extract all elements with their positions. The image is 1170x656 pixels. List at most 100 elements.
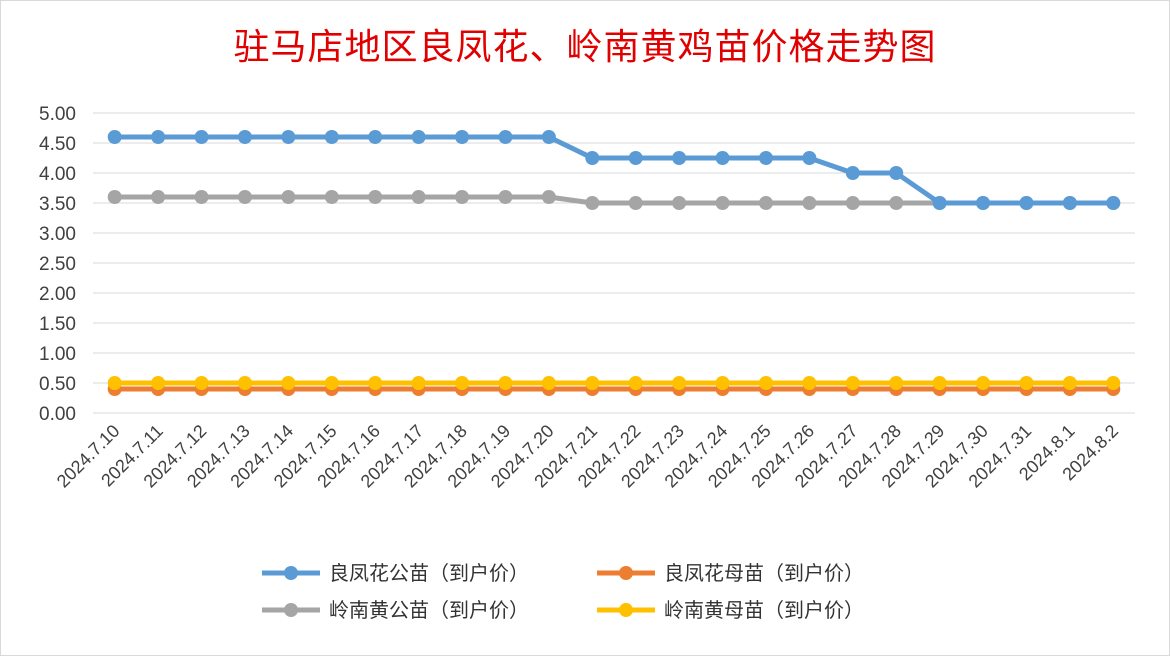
data-point: [541, 130, 556, 144]
data-point: [107, 190, 122, 204]
data-point: [455, 190, 470, 204]
data-point: [237, 190, 252, 204]
data-point: [628, 196, 643, 210]
data-point: [802, 196, 817, 210]
data-point: [628, 151, 643, 165]
data-point: [585, 151, 600, 165]
data-point: [932, 196, 947, 210]
x-axis-ticks: 2024.7.102024.7.112024.7.122024.7.132024…: [53, 421, 1122, 492]
data-point: [802, 151, 817, 165]
data-point: [411, 190, 426, 204]
data-point: [715, 196, 730, 210]
data-point: [1106, 196, 1121, 210]
data-point: [1062, 376, 1077, 390]
legend-item: 岭南黄母苗（到户价）: [597, 598, 864, 622]
legend-item: 良凤花公苗（到户价）: [262, 561, 529, 585]
data-point: [237, 376, 252, 390]
data-point: [194, 130, 209, 144]
data-point: [1062, 196, 1077, 210]
data-point: [976, 376, 991, 390]
data-point: [758, 376, 773, 390]
data-point: [845, 376, 860, 390]
y-tick-label: 0.00: [39, 404, 76, 425]
legend-marker: [619, 603, 633, 617]
y-tick-label: 4.00: [39, 164, 76, 185]
data-point: [324, 130, 339, 144]
data-point: [368, 190, 383, 204]
data-point: [889, 166, 904, 180]
gridlines: [93, 112, 1135, 414]
data-point: [411, 130, 426, 144]
data-point: [151, 130, 166, 144]
data-point: [628, 376, 643, 390]
data-point: [672, 376, 687, 390]
data-point: [889, 376, 904, 390]
data-point: [281, 130, 296, 144]
y-tick-label: 1.50: [39, 314, 76, 335]
series-group: [107, 130, 1121, 396]
data-point: [324, 190, 339, 204]
series-0: [107, 130, 1121, 210]
data-point: [1019, 196, 1034, 210]
data-point: [281, 190, 296, 204]
data-point: [715, 151, 730, 165]
data-point: [107, 376, 122, 390]
data-point: [498, 376, 513, 390]
data-point: [845, 196, 860, 210]
legend-marker: [619, 566, 633, 580]
data-point: [324, 376, 339, 390]
data-point: [194, 376, 209, 390]
data-point: [758, 151, 773, 165]
series-3: [107, 376, 1121, 390]
data-point: [541, 376, 556, 390]
legend-marker: [284, 566, 298, 580]
legend: 良凤花公苗（到户价） 良凤花母苗（到户价） 岭南黄公苗（到户价） 岭南黄母苗（到户价）: [262, 561, 864, 622]
y-tick-label: 3.00: [39, 224, 76, 245]
data-point: [281, 376, 296, 390]
data-point: [1106, 376, 1121, 390]
y-tick-label: 4.50: [39, 134, 76, 155]
data-point: [194, 190, 209, 204]
y-tick-label: 1.00: [39, 344, 76, 365]
data-point: [411, 376, 426, 390]
data-point: [889, 196, 904, 210]
data-point: [976, 196, 991, 210]
data-point: [672, 151, 687, 165]
y-tick-label: 2.50: [39, 254, 76, 275]
legend-label: 良凤花母苗（到户价）: [664, 561, 864, 585]
y-axis-ticks: 0.00 0.50 1.00 1.50 2.00 2.50 3.00 3.50 4.00 4.50…: [39, 104, 76, 425]
data-point: [541, 190, 556, 204]
data-point: [498, 130, 513, 144]
data-point: [585, 376, 600, 390]
data-point: [585, 196, 600, 210]
data-point: [498, 190, 513, 204]
data-point: [1019, 376, 1034, 390]
legend-item: 良凤花母苗（到户价）: [597, 561, 864, 585]
legend-item: 岭南黄公苗（到户价）: [262, 598, 529, 622]
y-tick-label: 5.00: [39, 104, 76, 125]
legend-marker: [284, 603, 298, 617]
series-line: [112, 134, 1116, 206]
data-point: [455, 130, 470, 144]
data-point: [368, 130, 383, 144]
legend-label: 岭南黄公苗（到户价）: [329, 598, 529, 622]
data-point: [672, 196, 687, 210]
legend-label: 良凤花公苗（到户价）: [329, 561, 529, 585]
data-point: [368, 376, 383, 390]
data-point: [237, 130, 252, 144]
y-tick-label: 0.50: [39, 374, 76, 395]
data-point: [802, 376, 817, 390]
data-point: [715, 376, 730, 390]
data-point: [758, 196, 773, 210]
data-point: [107, 130, 122, 144]
y-tick-label: 3.50: [39, 194, 76, 215]
y-tick-label: 2.00: [39, 284, 76, 305]
data-point: [151, 190, 166, 204]
chart-title: 驻马店地区良凤花、岭南黄鸡苗价格走势图: [233, 27, 937, 68]
data-point: [932, 376, 947, 390]
data-point: [151, 376, 166, 390]
series-2: [107, 190, 1121, 210]
data-point: [455, 376, 470, 390]
